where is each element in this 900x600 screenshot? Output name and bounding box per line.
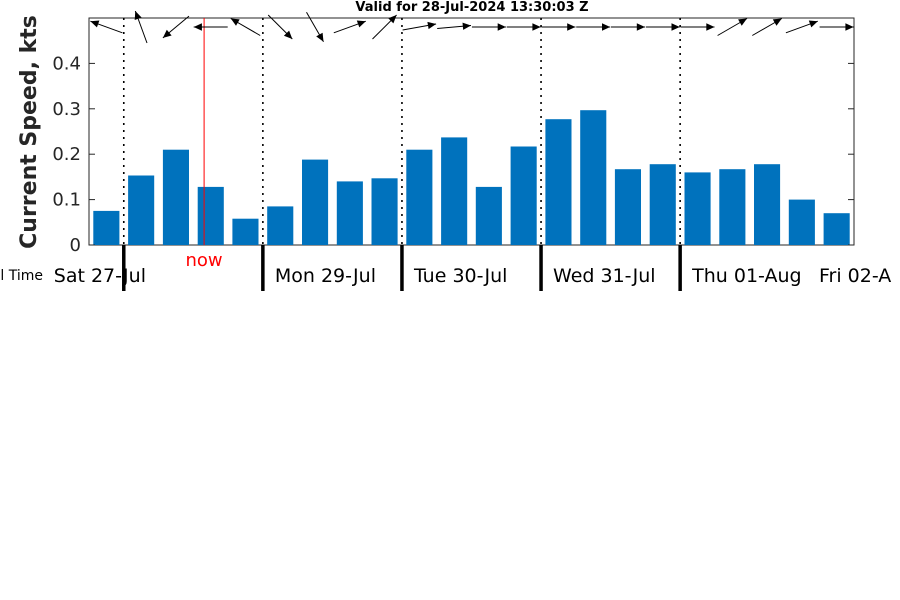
direction-arrow-head bbox=[388, 15, 397, 24]
day-label: Sat 27-Jul bbox=[54, 265, 146, 287]
direction-arrow-head bbox=[162, 29, 172, 38]
day-label: Fri 02-A bbox=[819, 265, 891, 287]
day-label: Mon 29-Jul bbox=[275, 265, 376, 287]
direction-arrow-head bbox=[283, 30, 293, 39]
bar bbox=[197, 186, 224, 245]
bar bbox=[614, 169, 641, 245]
bar bbox=[719, 169, 746, 245]
y-tick-label: 0.3 bbox=[52, 99, 81, 120]
direction-arrow-head bbox=[636, 23, 645, 31]
bar bbox=[302, 159, 329, 245]
bar bbox=[128, 175, 155, 245]
direction-arrow-head bbox=[427, 21, 437, 30]
now-label: now bbox=[186, 250, 223, 271]
bar bbox=[162, 149, 189, 245]
direction-arrow-head bbox=[316, 32, 324, 42]
direction-arrow-head bbox=[567, 23, 576, 31]
direction-arrow-head bbox=[193, 23, 202, 31]
bar bbox=[93, 210, 120, 245]
y-tick-label: 0.4 bbox=[52, 53, 81, 74]
bar bbox=[371, 178, 398, 245]
direction-arrow-head bbox=[230, 18, 240, 26]
bar bbox=[649, 164, 676, 245]
bar bbox=[684, 172, 711, 245]
direction-arrow-head bbox=[602, 23, 611, 31]
bar bbox=[510, 146, 537, 245]
y-axis-label: Current Speed, kts bbox=[17, 15, 42, 249]
bar bbox=[580, 110, 607, 245]
bar bbox=[267, 206, 294, 245]
bar bbox=[441, 137, 468, 245]
direction-arrow-head bbox=[845, 23, 854, 31]
x-axis-label: l Time bbox=[0, 268, 43, 284]
bar bbox=[475, 186, 502, 245]
direction-arrow-head bbox=[671, 23, 680, 31]
y-tick-label: 0.2 bbox=[52, 144, 81, 165]
bar bbox=[336, 181, 363, 245]
direction-arrow-head bbox=[497, 23, 506, 31]
bar bbox=[406, 149, 433, 245]
direction-arrow-head bbox=[462, 22, 471, 30]
direction-arrow-head bbox=[808, 20, 818, 28]
direction-arrow-head bbox=[90, 20, 100, 28]
day-label: Wed 31-Jul bbox=[553, 265, 655, 287]
day-label: Tue 30-Jul bbox=[413, 265, 508, 287]
bar bbox=[788, 199, 815, 245]
direction-arrow-head bbox=[532, 23, 541, 31]
bar bbox=[823, 213, 850, 245]
direction-arrow-head bbox=[772, 18, 782, 26]
y-tick-label: 0 bbox=[70, 235, 81, 256]
y-tick-label: 0.1 bbox=[52, 190, 81, 211]
chart-title: Valid for 28-Jul-2024 13:30:03 Z bbox=[355, 0, 588, 15]
direction-arrow-head bbox=[356, 20, 366, 28]
bar bbox=[232, 218, 259, 245]
day-label: Thu 01-Aug bbox=[691, 265, 801, 287]
direction-arrow-head bbox=[134, 11, 142, 20]
plot-area: 0 0.1 0.2 0.3 0.4 Sat 27-Jul Mon 29-Jul Tue 30-… bbox=[52, 10, 891, 291]
axes-box bbox=[88, 17, 855, 246]
bar bbox=[754, 164, 781, 245]
bar bbox=[545, 119, 572, 245]
direction-arrow-head bbox=[738, 18, 747, 26]
direction-arrow-head bbox=[706, 23, 715, 31]
